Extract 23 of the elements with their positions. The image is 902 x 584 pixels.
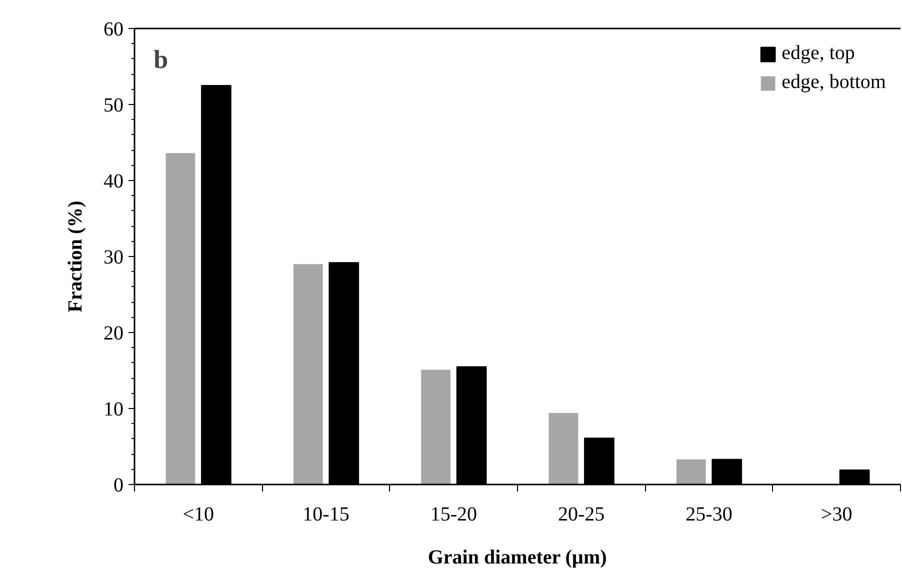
legend-label: edge, bottom <box>782 71 886 94</box>
bar <box>421 370 450 484</box>
x-tick-label: >30 <box>821 504 852 526</box>
y-tick-label: 20 <box>104 322 124 344</box>
bar <box>293 264 323 484</box>
bar <box>166 153 196 484</box>
y-tick-label: 60 <box>104 18 124 40</box>
x-tick-label: 20-25 <box>558 504 605 526</box>
x-tick-label: 10-15 <box>302 504 350 526</box>
y-tick-label: 10 <box>104 398 124 420</box>
bar <box>676 459 706 484</box>
x-tick-label: <10 <box>182 504 214 526</box>
y-axis-title: Fraction (%) <box>64 200 86 312</box>
y-tick-label: 40 <box>104 170 124 192</box>
y-tick-label: 50 <box>104 94 124 116</box>
annotation: b <box>154 45 168 74</box>
x-tick-label: 25-30 <box>686 504 732 526</box>
x-tick-label: 15-20 <box>430 504 478 526</box>
y-tick-label: 0 <box>114 474 124 496</box>
x-axis-title: Grain diameter (µm) <box>428 546 607 568</box>
legend-label: edge, top <box>782 42 855 65</box>
bar <box>548 413 578 484</box>
y-tick-label: 30 <box>104 246 124 268</box>
